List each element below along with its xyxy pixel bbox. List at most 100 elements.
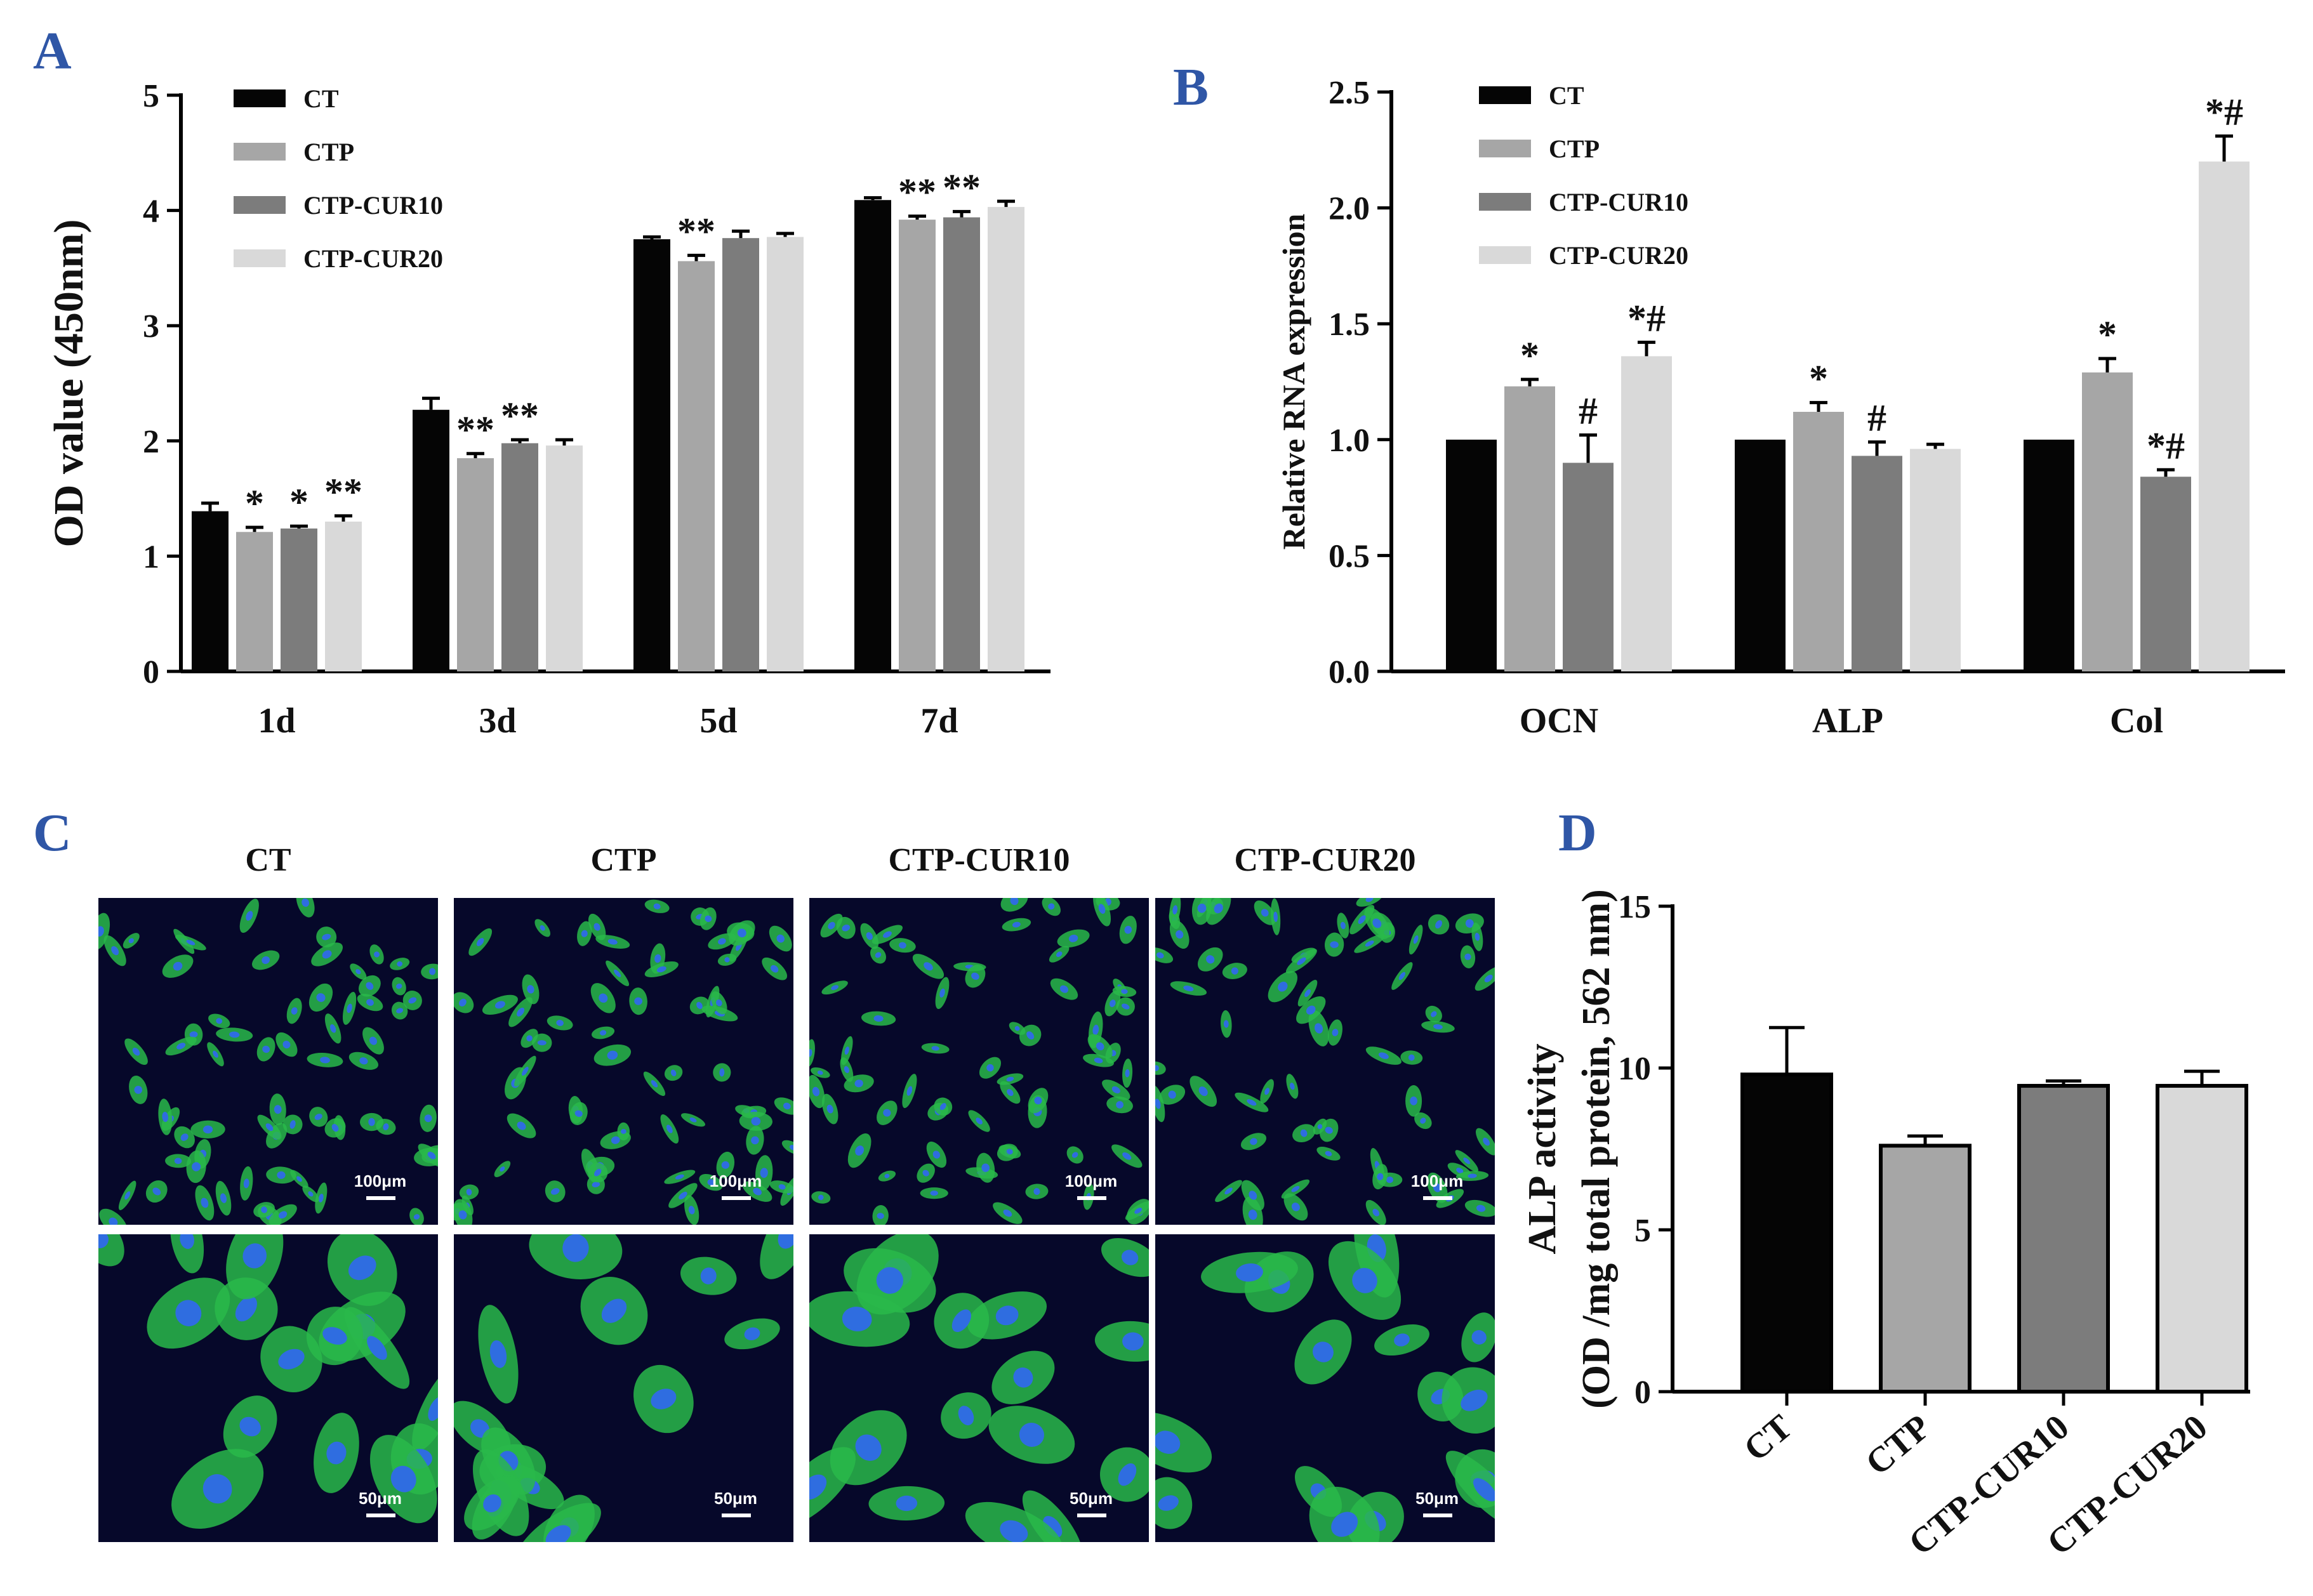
cell-nucleus [277, 1171, 286, 1179]
cell-nucleus [1431, 1011, 1437, 1017]
cell-nucleus [175, 1300, 202, 1326]
y-tick-label: 1 [143, 539, 159, 575]
cell-nucleus [1003, 1209, 1012, 1217]
cell-nucleus [180, 1234, 194, 1250]
cell-nucleus [771, 965, 779, 973]
significance-mark: * [245, 482, 264, 524]
cell-nucleus [842, 1307, 872, 1331]
category-label: 3d [479, 701, 516, 741]
cell-nucleus [246, 911, 253, 921]
cell-nucleus [789, 1145, 793, 1151]
cell-nucleus [931, 1046, 939, 1051]
cell-nucleus [1484, 974, 1493, 982]
cell-nucleus [607, 939, 618, 945]
cell-nucleus [265, 1123, 274, 1131]
bar-ctp-cur20-ocn [1621, 356, 1672, 671]
cell-nucleus [1198, 1086, 1208, 1097]
cell-nucleus [899, 942, 906, 949]
cell-nucleus [1092, 1024, 1099, 1036]
cell-nucleus [951, 1309, 971, 1333]
cell-nucleus [760, 1168, 768, 1178]
cell-nucleus [366, 982, 374, 990]
cell-nucleus [1006, 1076, 1014, 1082]
cell-nucleus [390, 1465, 416, 1493]
cell-nucleus [1012, 921, 1021, 928]
category-label: ALP [1812, 701, 1883, 741]
cell-nucleus [526, 1035, 533, 1041]
micrograph-ctp-cur20-low-mag [1155, 898, 1495, 1225]
cell-nucleus [1291, 1203, 1300, 1211]
cell-nucleus [289, 1120, 296, 1129]
cell-nucleus [132, 1047, 140, 1056]
microscopy-grid: CT CTP CTP-CUR10 CTP-CUR20 100μm 100μm 100μm 10… [98, 842, 1495, 1542]
cell-nucleus [174, 1157, 182, 1164]
category-label: OCN [1520, 701, 1598, 741]
cell-nucleus [1398, 972, 1405, 980]
cell-nucleus [700, 1267, 717, 1284]
cell-nucleus [428, 1397, 438, 1421]
cell-nucleus [592, 1182, 600, 1187]
bar-ctp-1d [236, 532, 273, 671]
cell-nucleus [812, 1086, 820, 1097]
bar-ct-ocn [1446, 439, 1497, 671]
cell-nucleus [1124, 925, 1132, 934]
cell-nucleus [594, 1168, 602, 1177]
y-axis-title: OD value (450nm) [46, 220, 92, 548]
legend-swatch [1479, 246, 1531, 264]
cell-nucleus [876, 1267, 903, 1294]
cell-nucleus [884, 1173, 890, 1178]
cell-nucleus [611, 1136, 620, 1144]
bar-ctp-cur20-alp [1910, 449, 1961, 671]
y-tick-label: 10 [1618, 1051, 1651, 1087]
cell-nucleus [654, 954, 661, 963]
cell-nucleus [180, 1133, 189, 1141]
cell-nucleus [278, 1349, 305, 1369]
cell-nucleus [424, 1114, 432, 1123]
cell-nucleus [1155, 1065, 1159, 1071]
category-label: 1d [258, 701, 295, 741]
cell-nucleus [331, 1124, 339, 1132]
cell-nucleus [855, 1145, 865, 1156]
bar-ctp-cur20-col [2199, 161, 2250, 671]
bar-ctp-cur20 [2156, 1084, 2248, 1394]
cell-nucleus [124, 1191, 131, 1200]
cell-nucleus [476, 938, 484, 946]
panel-label-d: D [1558, 803, 1597, 862]
cell-nucleus [239, 1416, 261, 1437]
significance-mark: * [1520, 334, 1539, 376]
micrograph-ctp-low-mag [454, 898, 793, 1225]
bar-ctp-3d [457, 458, 494, 671]
scale-bar-label: 100μm [1065, 1171, 1117, 1190]
legend-label: CTP-CUR10 [1549, 188, 1688, 216]
cell-nucleus [322, 950, 332, 959]
micrograph-ctp-high-mag [454, 1234, 793, 1542]
cell-nucleus [201, 1197, 209, 1208]
cell-nucleus [326, 1441, 347, 1465]
cell-nucleus [593, 923, 600, 931]
cell-nucleus [817, 1071, 823, 1075]
cell-nucleus [1291, 1185, 1300, 1192]
cell-nucleus [316, 993, 326, 1002]
cell-nucleus [818, 1194, 824, 1201]
scale-bar-label: 50μm [714, 1489, 757, 1508]
cell-nucleus [826, 1104, 833, 1114]
cell-nucleus [1365, 898, 1374, 902]
cell-nucleus [976, 1118, 983, 1124]
cell-nucleus [348, 1255, 376, 1281]
scale-bar-label: 50μm [1415, 1489, 1459, 1508]
bar-ctp-cur20-5d [767, 237, 804, 671]
y-axis-title: Relative RNA expression [1276, 214, 1311, 550]
cell-nucleus [397, 961, 403, 967]
cell-nucleus [522, 1067, 529, 1076]
cell-nucleus [718, 938, 726, 945]
cell-nucleus [1109, 999, 1116, 1007]
bar-ctp-alp [1793, 411, 1844, 671]
cell-nucleus [1033, 1188, 1040, 1195]
cell-nucleus [599, 993, 608, 1003]
cell-nucleus [1098, 904, 1106, 914]
cell-nucleus [1122, 1332, 1144, 1351]
cell-nucleus [489, 1340, 507, 1368]
cell-nucleus [906, 1086, 913, 1096]
cell-nucleus [1315, 1023, 1323, 1034]
cell-nucleus [1365, 940, 1374, 947]
